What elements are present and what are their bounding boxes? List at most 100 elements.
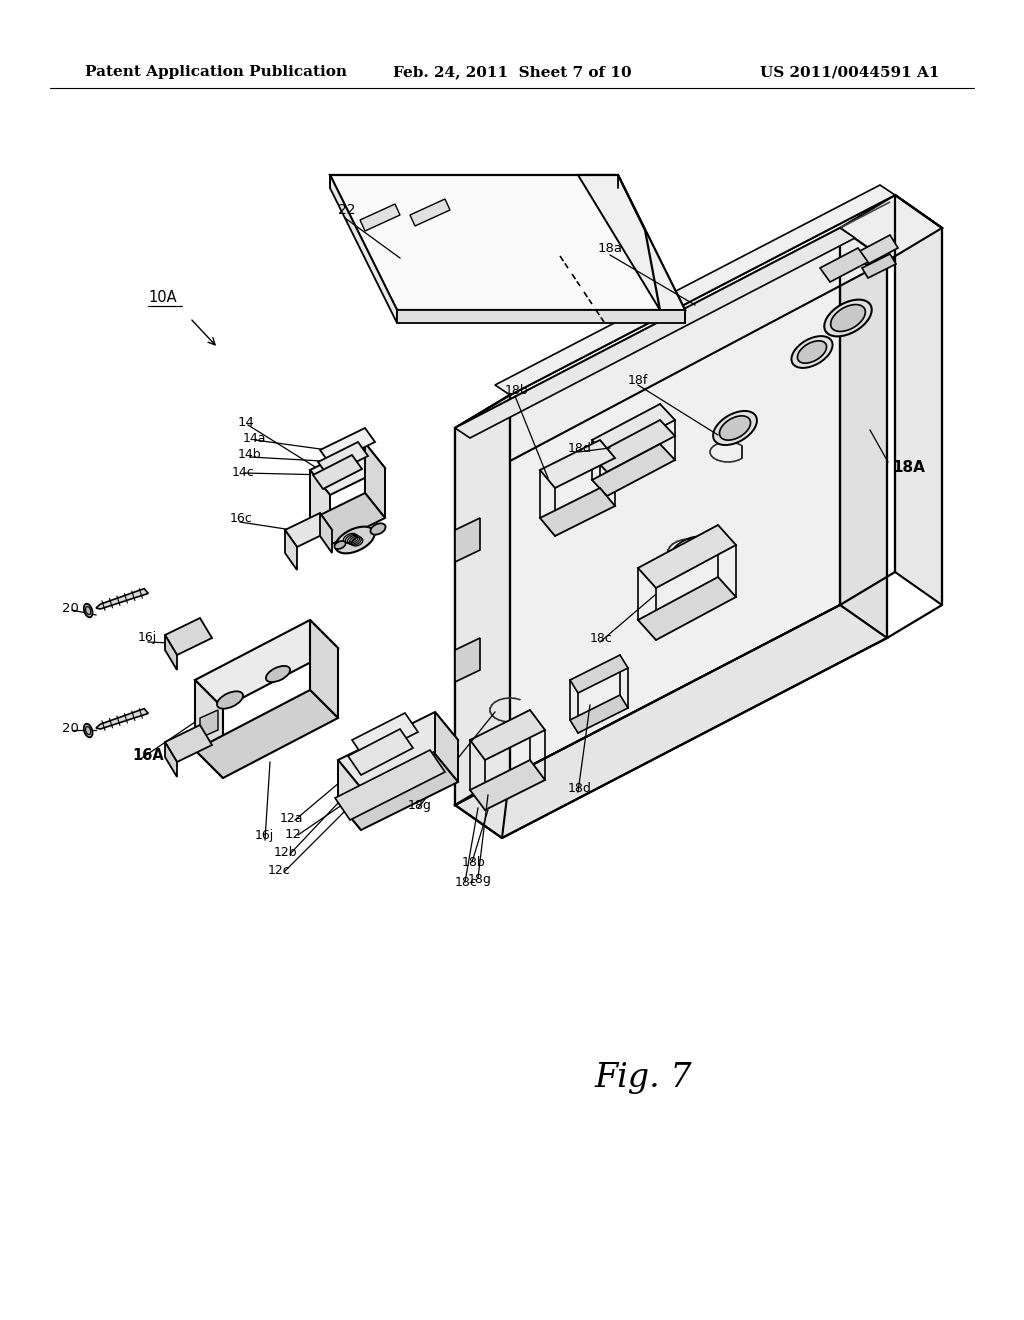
Text: 16A: 16A [132,747,164,763]
Polygon shape [540,440,615,488]
Polygon shape [455,605,887,838]
Polygon shape [335,750,445,820]
Text: Feb. 24, 2011  Sheet 7 of 10: Feb. 24, 2011 Sheet 7 of 10 [392,65,632,79]
Polygon shape [410,199,450,226]
Polygon shape [96,709,148,729]
Ellipse shape [720,416,751,440]
Polygon shape [455,638,480,682]
Text: 20: 20 [62,722,79,734]
Polygon shape [360,205,400,231]
Polygon shape [195,680,223,777]
Text: US 2011/0044591 A1: US 2011/0044591 A1 [761,65,940,79]
Polygon shape [592,404,675,455]
Text: 12: 12 [285,829,302,842]
Ellipse shape [336,527,375,553]
Polygon shape [455,395,510,805]
Polygon shape [318,442,368,477]
Polygon shape [592,420,675,473]
Polygon shape [435,711,458,781]
Polygon shape [638,577,736,640]
Ellipse shape [713,411,757,445]
Text: 14a: 14a [243,432,266,445]
Polygon shape [352,713,418,759]
Text: 10A: 10A [148,290,176,305]
Polygon shape [570,655,628,693]
Ellipse shape [217,692,243,709]
Polygon shape [470,760,545,810]
Polygon shape [895,195,942,605]
Text: Fig. 7: Fig. 7 [595,1063,692,1094]
Polygon shape [165,742,177,777]
Polygon shape [348,729,413,775]
Text: 12a: 12a [280,812,303,825]
Polygon shape [310,444,385,495]
Ellipse shape [84,723,92,738]
Text: 14b: 14b [238,449,261,462]
Polygon shape [310,492,385,545]
Polygon shape [195,690,338,777]
Polygon shape [310,620,338,718]
Text: 18f: 18f [628,374,648,387]
Polygon shape [310,470,330,545]
Polygon shape [200,710,218,738]
Text: 14c: 14c [232,466,255,479]
Polygon shape [510,195,942,461]
Polygon shape [165,725,212,762]
Polygon shape [455,228,855,438]
Polygon shape [578,176,685,310]
Text: 18a: 18a [598,242,623,255]
Polygon shape [455,517,480,562]
Text: 18b: 18b [462,855,485,869]
Polygon shape [165,635,177,671]
Text: 14: 14 [238,416,255,429]
Ellipse shape [84,603,92,618]
Polygon shape [540,488,615,536]
Text: 18A: 18A [892,461,925,475]
Polygon shape [840,228,887,638]
Polygon shape [96,589,148,609]
Text: 18d: 18d [568,781,592,795]
Ellipse shape [792,337,833,368]
Ellipse shape [335,541,346,549]
Ellipse shape [371,523,386,535]
Polygon shape [165,618,212,655]
Polygon shape [285,513,332,546]
Text: 12c: 12c [268,863,291,876]
Polygon shape [638,525,736,587]
Ellipse shape [266,667,290,682]
Text: 20: 20 [62,602,79,615]
Text: 18c: 18c [455,876,478,890]
Text: 16j: 16j [255,829,274,842]
Polygon shape [365,444,385,517]
Polygon shape [397,310,685,323]
Polygon shape [330,176,397,323]
Ellipse shape [86,606,91,615]
Polygon shape [840,195,942,261]
Polygon shape [195,620,338,708]
Text: 18b: 18b [505,384,528,396]
Polygon shape [338,760,361,830]
Polygon shape [470,710,545,760]
Polygon shape [858,235,898,265]
Text: 18c: 18c [590,631,613,644]
Polygon shape [455,228,840,805]
Ellipse shape [798,341,826,363]
Text: 22: 22 [338,203,355,216]
Polygon shape [455,195,895,428]
Polygon shape [319,428,375,465]
Polygon shape [330,176,685,310]
Polygon shape [820,248,868,282]
Polygon shape [862,253,896,279]
Polygon shape [592,444,675,496]
Polygon shape [319,513,332,553]
Ellipse shape [830,305,865,331]
Text: Patent Application Publication: Patent Application Publication [85,65,347,79]
Polygon shape [285,531,297,570]
Text: 18g: 18g [408,799,432,812]
Text: 12b: 12b [274,846,298,858]
Polygon shape [570,696,628,733]
Text: 16j: 16j [138,631,158,644]
Text: 18g: 18g [468,874,492,887]
Ellipse shape [86,726,91,735]
Polygon shape [313,455,362,488]
